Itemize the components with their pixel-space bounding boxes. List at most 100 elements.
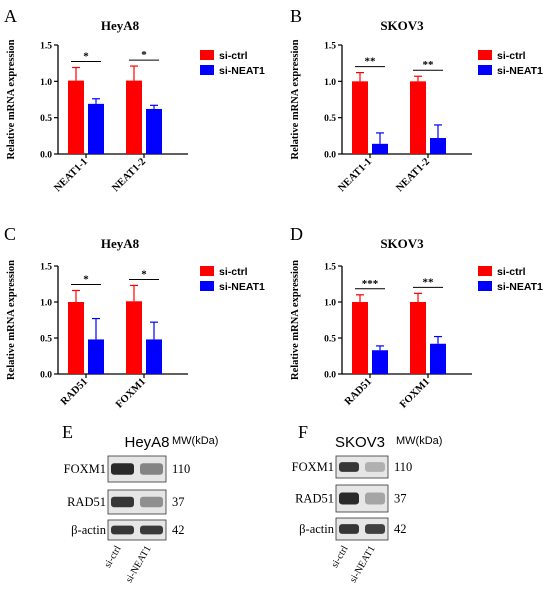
protein-band xyxy=(365,492,385,505)
panel-letter: E xyxy=(62,422,73,442)
bar-si-NEAT1 xyxy=(430,343,446,374)
blot-cell-line: HeyA8 xyxy=(124,434,169,451)
y-tick-label: 1.0 xyxy=(324,299,336,309)
protein-band xyxy=(365,524,385,534)
legend-swatch xyxy=(200,50,214,60)
y-tick-label: 1.5 xyxy=(324,42,336,52)
protein-band xyxy=(339,524,359,534)
x-tick-label: NEAT1-2 xyxy=(394,156,432,194)
y-tick-label: 0.5 xyxy=(324,335,336,345)
lane-label: si-ctrl xyxy=(102,544,123,570)
legend-label: si-ctrl xyxy=(219,50,248,62)
bar-si-ctrl xyxy=(352,81,368,154)
legend-swatch xyxy=(200,65,214,75)
protein-label: RAD51 xyxy=(67,495,106,509)
mw-header: MW(kDa) xyxy=(396,435,442,447)
lane-label: si-NEAT1 xyxy=(348,544,378,585)
protein-band xyxy=(111,463,134,475)
lane-label: si-ctrl xyxy=(329,544,350,570)
y-axis-label: Relative mRNA expression xyxy=(6,39,17,159)
significance-label: *** xyxy=(362,278,379,290)
significance-label: * xyxy=(83,273,89,285)
legend-label: si-ctrl xyxy=(497,266,526,278)
protein-label: RAD51 xyxy=(295,492,334,506)
legend-swatch xyxy=(478,50,492,60)
molecular-weight: 37 xyxy=(172,495,185,509)
y-tick-label: 0.5 xyxy=(40,335,52,345)
bar-si-NEAT1 xyxy=(88,339,104,374)
y-tick-label: 0.5 xyxy=(40,114,52,124)
bar-panel-d: D SKOV3 0.0 0.5 1.0 1.5 Relative mRNA expressi… xyxy=(290,224,543,411)
panel-letter: D xyxy=(290,224,303,244)
y-axis-label: Relative mRNA expression xyxy=(290,260,301,380)
y-tick-label: 1.5 xyxy=(40,263,52,273)
significance-label: * xyxy=(83,51,89,63)
protein-label: FOXM1 xyxy=(292,460,334,474)
significance-label: ** xyxy=(365,56,377,68)
bar-si-ctrl xyxy=(410,81,426,154)
protein-band xyxy=(140,525,163,535)
chart-title: HeyA8 xyxy=(101,236,140,251)
y-axis-label: Relative mRNA expression xyxy=(6,260,17,380)
molecular-weight: 110 xyxy=(394,460,412,474)
y-tick-label: 1.5 xyxy=(324,263,336,273)
x-tick-label: RAD51 xyxy=(59,376,90,407)
blot-cell-line: SKOV3 xyxy=(335,434,385,451)
bar-si-ctrl xyxy=(126,301,142,374)
protein-band xyxy=(365,462,385,472)
bar-panel-c: C HeyA8 0.0 0.5 1.0 1.5 Relative mRNA expressi… xyxy=(4,224,265,411)
bar-panel-a: A HeyA8 0.0 0.5 1.0 1.5 Relative mRNA expressi… xyxy=(4,6,265,194)
legend-label: si-ctrl xyxy=(219,266,248,278)
chart-title: HeyA8 xyxy=(101,18,140,33)
blot-strip xyxy=(335,517,389,541)
y-tick-label: 0.0 xyxy=(40,371,52,381)
y-tick-label: 0.0 xyxy=(324,151,336,161)
y-tick-label: 1.0 xyxy=(40,78,52,88)
legend-label: si-NEAT1 xyxy=(219,281,265,293)
panel-letter: B xyxy=(290,6,302,26)
blot-strip xyxy=(335,455,389,479)
x-tick-label: NEAT1-1 xyxy=(52,156,90,194)
y-axis-label: Relative mRNA expression xyxy=(290,39,301,159)
bar-panel-b: B SKOV3 0.0 0.5 1.0 1.5 Relative mRNA expressi… xyxy=(290,6,543,194)
molecular-weight: 42 xyxy=(394,522,407,536)
legend-label: si-NEAT1 xyxy=(497,65,543,77)
bar-si-NEAT1 xyxy=(88,103,104,154)
legend-swatch xyxy=(200,266,214,276)
protein-band xyxy=(339,492,359,505)
bar-si-ctrl xyxy=(126,80,142,154)
y-tick-label: 1.0 xyxy=(40,299,52,309)
protein-label: FOXM1 xyxy=(64,462,106,476)
x-tick-label: FOXM1 xyxy=(398,376,432,410)
y-tick-label: 0.0 xyxy=(40,151,52,161)
bar-si-ctrl xyxy=(68,80,84,154)
protein-band xyxy=(339,462,359,472)
bar-si-NEAT1 xyxy=(146,108,162,154)
western-blot-f: F SKOV3 MW(kDa) FOXM1 110 RAD51 37 β-actin 42 si-… xyxy=(292,422,443,585)
legend-swatch xyxy=(478,266,492,276)
bar-si-NEAT1 xyxy=(372,143,388,154)
panel-letter: A xyxy=(4,6,17,26)
y-tick-label: 0.0 xyxy=(324,371,336,381)
bar-si-ctrl xyxy=(68,302,84,374)
significance-label: * xyxy=(141,268,147,280)
blot-strip xyxy=(107,519,167,541)
significance-label: ** xyxy=(423,276,435,288)
legend-label: si-NEAT1 xyxy=(497,281,543,293)
lane-label: si-NEAT1 xyxy=(124,544,154,585)
legend-label: si-ctrl xyxy=(497,50,526,62)
protein-band xyxy=(111,496,134,508)
molecular-weight: 42 xyxy=(172,523,185,537)
protein-label: β-actin xyxy=(71,523,107,537)
x-tick-label: NEAT1-2 xyxy=(110,156,148,194)
panel-letter: F xyxy=(298,422,308,442)
significance-label: ** xyxy=(423,59,435,71)
y-tick-label: 1.5 xyxy=(40,42,52,52)
molecular-weight: 110 xyxy=(172,462,190,476)
protein-label: β-actin xyxy=(299,522,335,536)
bar-si-NEAT1 xyxy=(430,138,446,154)
protein-band xyxy=(111,525,134,535)
legend-label: si-NEAT1 xyxy=(219,65,265,77)
mw-header: MW(kDa) xyxy=(172,435,218,447)
legend-swatch xyxy=(478,65,492,75)
